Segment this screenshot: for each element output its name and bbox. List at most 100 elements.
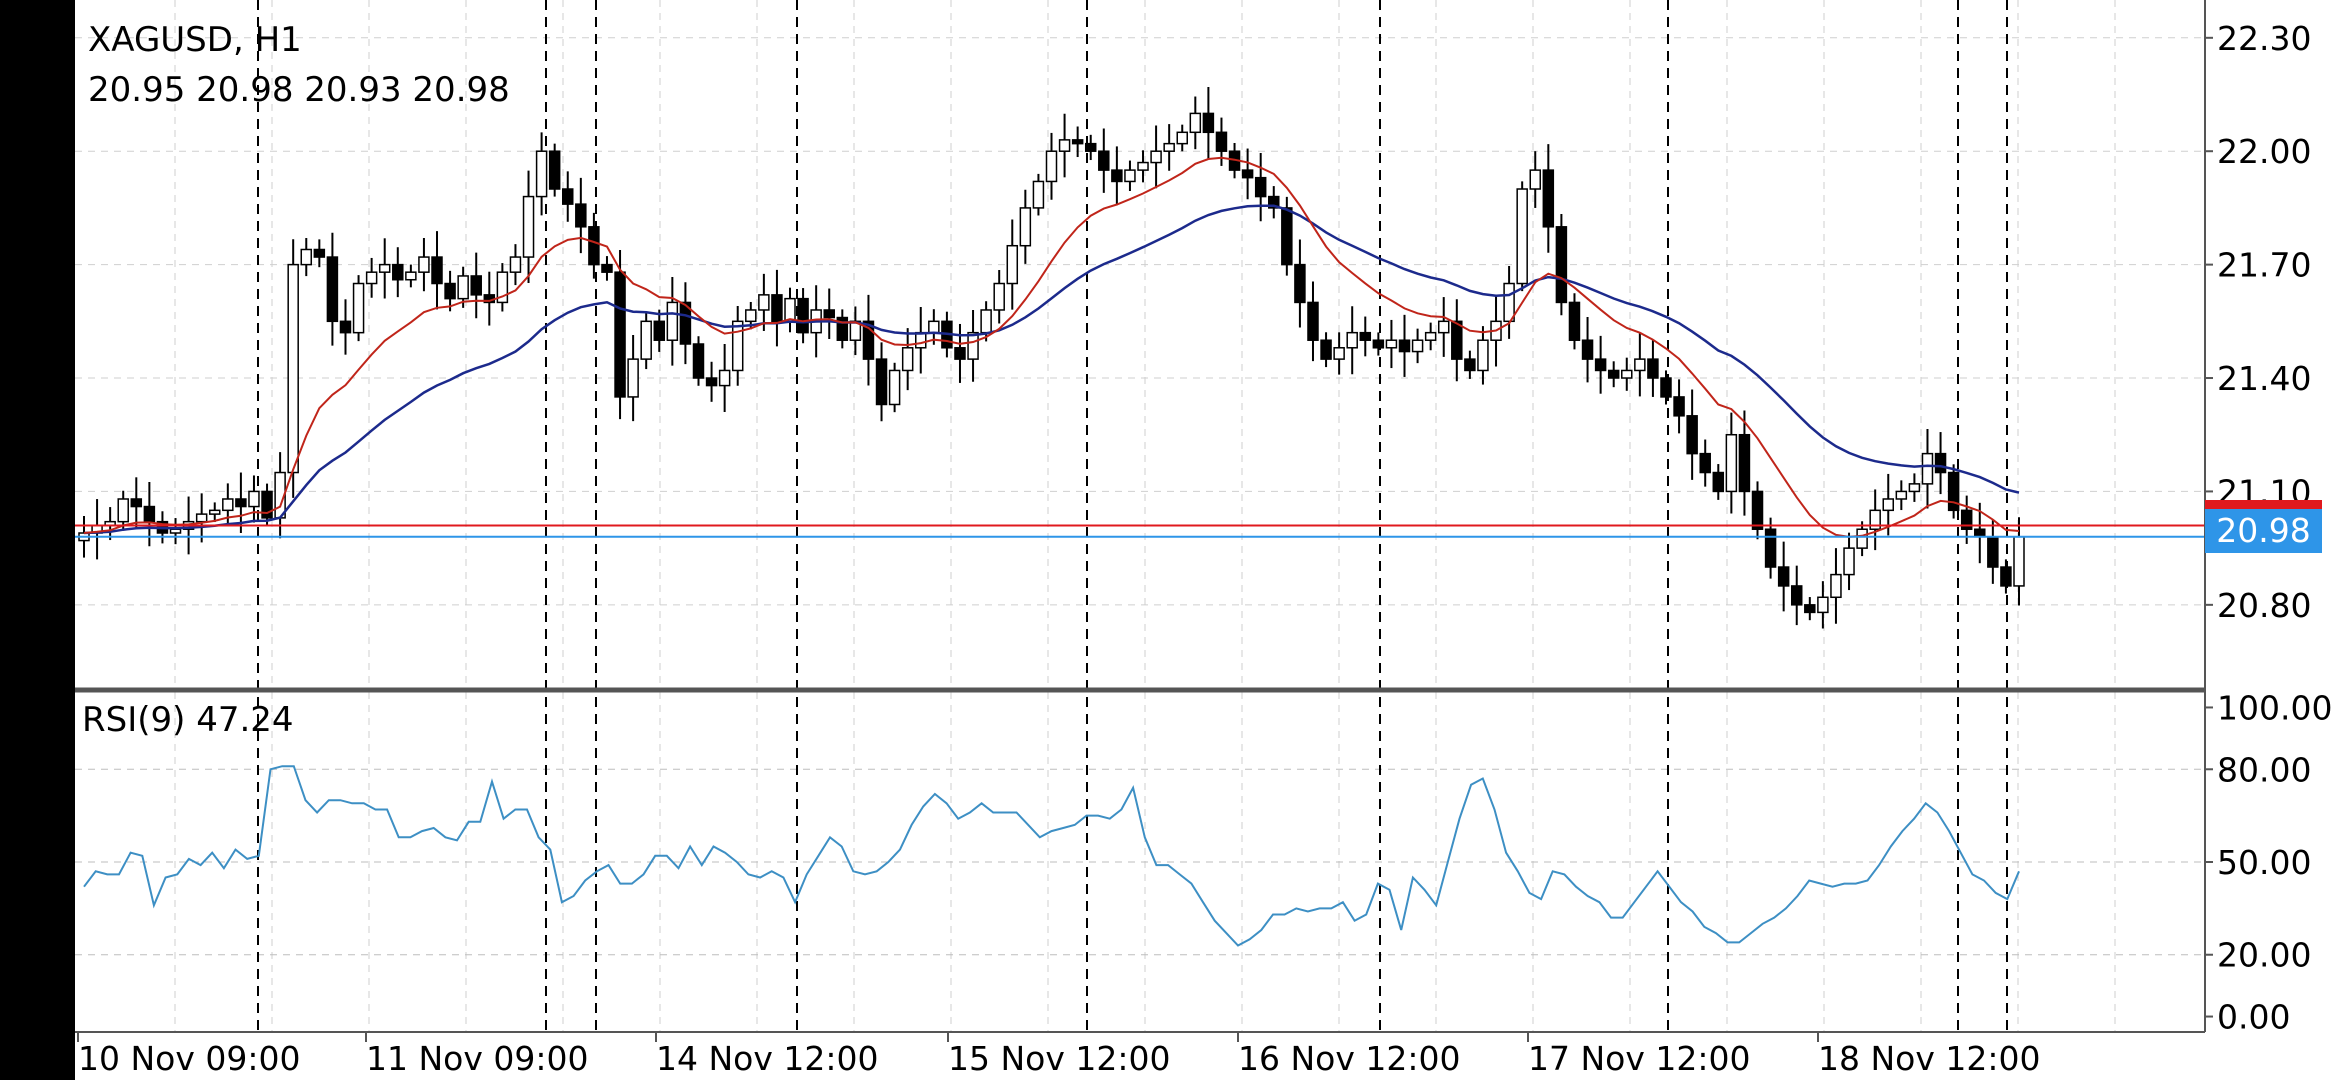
candle-body [954, 347, 966, 360]
candle-body [1424, 331, 1437, 341]
candle-body [993, 282, 1005, 311]
candle-body [1974, 528, 1986, 538]
candle-body [2013, 536, 2025, 587]
candle-body [392, 263, 404, 281]
candle-body [1738, 433, 1751, 493]
rsi-tick-label: 80.00 [2217, 750, 2311, 789]
candle-body [836, 316, 849, 341]
candle-body [169, 528, 182, 534]
candle-body [1751, 490, 1764, 530]
time-tick-label: 11 Nov 09:00 [366, 1039, 588, 1078]
candle-body [627, 358, 639, 398]
vertical-markers [257, 0, 2008, 1032]
time-tick-label: 15 Nov 12:00 [948, 1039, 1170, 1078]
candle-body [1947, 471, 1960, 512]
rsi-tick-label: 50.00 [2217, 843, 2311, 882]
candle-body [1594, 358, 1607, 372]
candle-body [1111, 169, 1123, 183]
candle-body [758, 294, 770, 311]
candle-body [1725, 433, 1738, 493]
candle-body [195, 513, 208, 523]
candle-body [1032, 180, 1045, 209]
candle-body [2000, 566, 2012, 587]
candle-body [1084, 142, 1097, 152]
candle-body [1359, 331, 1372, 341]
candle-body [418, 256, 430, 273]
candle-body [928, 320, 940, 334]
candle-body [352, 282, 365, 334]
candle-body [797, 297, 809, 334]
candle-body [1817, 596, 1829, 614]
time-tick-label: 14 Nov 12:00 [656, 1039, 878, 1078]
candle-body [915, 331, 927, 349]
candle-body [1921, 452, 1934, 485]
candle-body [1830, 573, 1842, 599]
candle-body [1098, 150, 1110, 171]
candle-body [862, 320, 875, 360]
candle-body [1777, 566, 1790, 587]
candle-body [405, 271, 417, 281]
candle-body [248, 490, 260, 508]
candle-body [1634, 358, 1646, 372]
candle-body [117, 498, 129, 523]
candle-body [1437, 320, 1450, 334]
axes [75, 0, 2206, 1033]
candle-body [1895, 490, 1908, 500]
candle-body [1934, 452, 1947, 474]
candle-body [509, 256, 522, 273]
candle-body [1869, 509, 1881, 530]
candle-body [692, 343, 705, 379]
rsi-tick-label: 0.00 [2217, 998, 2290, 1037]
candle-body [1790, 585, 1803, 606]
ohlc-values: 20.95 20.98 20.93 20.98 [88, 70, 510, 110]
left-black-bar [0, 0, 75, 1080]
candle-body [1764, 528, 1777, 568]
price-tick-label: 21.40 [2217, 359, 2311, 398]
price-tick-label: 22.00 [2217, 132, 2311, 171]
candle-body [1163, 142, 1175, 152]
candle-body [1019, 207, 1032, 247]
candle-body [522, 195, 535, 258]
candle-body [1071, 139, 1084, 145]
candle-body [287, 263, 299, 474]
candle-body [339, 320, 352, 334]
rsi-axis: 100.00 80.00 50.00 20.00 0.00 [2205, 688, 2332, 1037]
candle-body [326, 256, 339, 323]
candles [78, 87, 2025, 629]
candle-body [1333, 347, 1345, 360]
ma-slow-line [83, 204, 2020, 535]
candle-body [1385, 339, 1398, 349]
candle-body [1960, 509, 1973, 530]
candle-body [653, 320, 666, 341]
candle-body [679, 301, 692, 345]
candle-body [1987, 536, 1999, 568]
candle-body [548, 150, 561, 190]
candle-body [457, 275, 469, 300]
candle-body [1647, 358, 1659, 379]
candle-body [1503, 282, 1515, 323]
candle-body [967, 331, 979, 360]
candle-body [601, 263, 613, 273]
candle-body [261, 490, 273, 519]
candle-body [1464, 358, 1476, 372]
candle-body [1712, 471, 1725, 493]
candle-body [1699, 452, 1711, 474]
candle-body [444, 282, 456, 300]
candle-body [1660, 377, 1672, 398]
time-tick-label: 18 Nov 12:00 [1818, 1039, 2040, 1078]
candle-body [143, 505, 156, 523]
current-price-badge: 20.98 [2205, 509, 2322, 553]
rsi-line [83, 765, 2020, 947]
candle-body [705, 377, 718, 387]
time-tick-label: 10 Nov 09:00 [78, 1039, 300, 1078]
candle-body [1843, 547, 1855, 576]
candle-body [1621, 369, 1633, 379]
candle-body [1804, 604, 1816, 614]
candle-body [1268, 195, 1280, 209]
ma-fast-line [83, 156, 2020, 538]
price-tick-label: 21.70 [2217, 246, 2311, 285]
candle-body [130, 498, 143, 508]
candle-body [313, 248, 326, 258]
candle-body [1568, 301, 1581, 341]
